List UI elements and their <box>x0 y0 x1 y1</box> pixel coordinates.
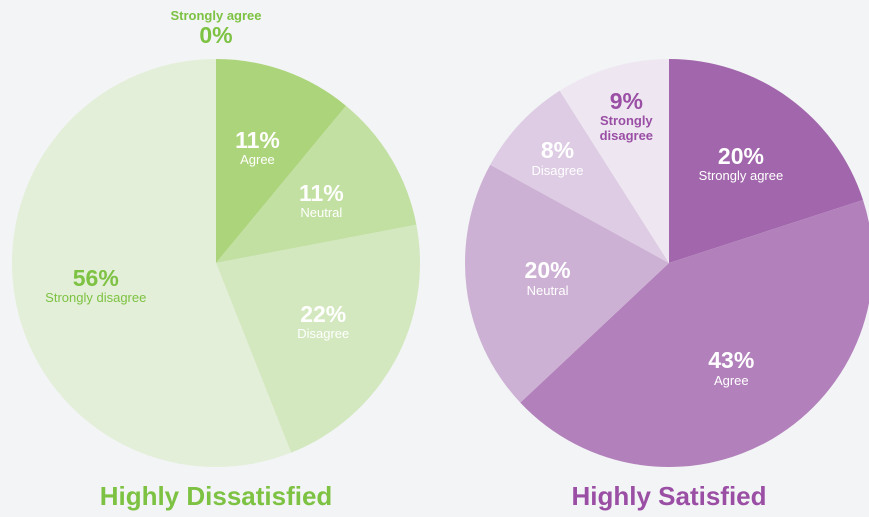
slice-label: 11% Agree <box>182 127 332 168</box>
pie-slice <box>465 164 669 403</box>
pie-slice <box>559 59 669 263</box>
value-label: 43% <box>708 347 755 374</box>
category-label: Strongly agree <box>698 168 784 184</box>
category-label: Neutral <box>526 282 569 298</box>
slice-label: 20% Neutral <box>473 257 623 299</box>
chart-title: Highly Satisfied <box>571 481 767 511</box>
value-label: 8% <box>540 137 575 164</box>
slice-label: 8% Disagree <box>522 138 592 178</box>
value-label: 11% <box>298 179 344 206</box>
pie-slice <box>669 59 864 263</box>
category-label: Disagree <box>297 326 350 342</box>
value-label: 22% <box>300 301 347 328</box>
pie-slice <box>12 59 292 467</box>
category-label: Disagree <box>531 162 584 178</box>
value-label: 56% <box>72 265 119 292</box>
slice-label: 20% Strongly agree <box>666 143 816 184</box>
slice-label: 22% Disagree <box>248 301 398 342</box>
value-label: 20% <box>524 257 571 284</box>
value-label: 20% <box>717 143 764 170</box>
category-label: Agree <box>240 152 275 168</box>
chart-title: Highly Dissatisfied <box>99 481 333 511</box>
pie-slice <box>520 199 869 467</box>
slice-label: 11% Neutral <box>246 179 396 221</box>
pie-slice <box>216 59 347 263</box>
pie-slice <box>216 105 417 263</box>
pie-slice <box>490 90 669 263</box>
slice-label: 9% Strongly disagree <box>591 88 661 143</box>
category-label: Agree <box>713 372 749 388</box>
slice-label: 56% Strongly disagree <box>21 265 171 306</box>
value-label: 11% <box>235 127 280 154</box>
pie-slice <box>216 224 420 453</box>
slice-label: 43% Agree <box>656 347 806 389</box>
value-label: 9% <box>609 88 643 115</box>
category-label: Strongly disagree <box>45 290 147 306</box>
category-label: Strongly agree <box>170 8 262 24</box>
category-label: Strongly disagree <box>599 113 654 143</box>
slice-label: Strongly agree 0% <box>141 8 291 49</box>
value-label: 0% <box>199 22 233 49</box>
category-label: Neutral <box>300 205 343 221</box>
